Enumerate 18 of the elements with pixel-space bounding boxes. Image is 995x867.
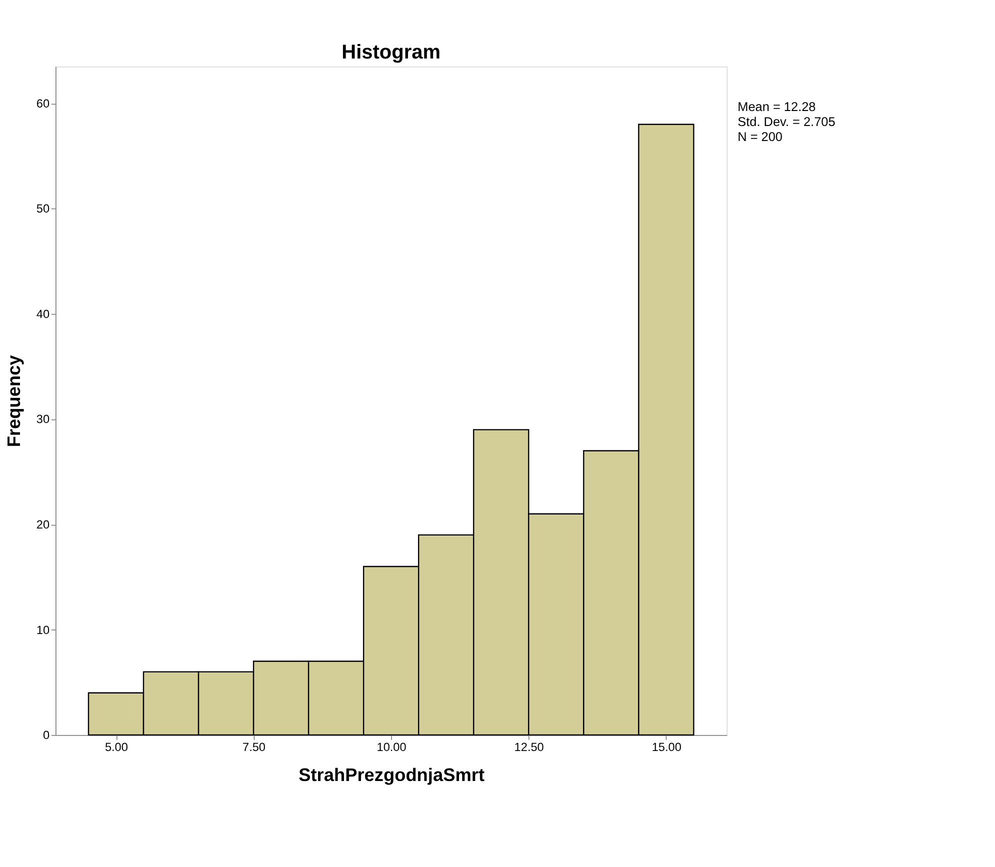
y-tick-label: 60 xyxy=(36,96,50,110)
x-tick-label: 10.00 xyxy=(376,740,407,754)
x-axis-title: StrahPrezgodnjaSmrt xyxy=(298,764,485,785)
text: Mean = 12.28 xyxy=(738,99,816,114)
y-tick-label: 50 xyxy=(36,202,50,216)
x-tick-label: 7.50 xyxy=(242,740,266,754)
x-tick-label: 12.50 xyxy=(514,740,544,754)
chart-title: Histogram xyxy=(342,41,441,64)
x-tick-label: 15.00 xyxy=(652,740,682,754)
text: Std. Dev. = 2.705 xyxy=(738,114,836,130)
y-tick-label: 30 xyxy=(36,412,50,426)
y-tick-label: 40 xyxy=(36,306,50,321)
y-tick-label: 0 xyxy=(42,728,50,742)
y-tick-label: 20 xyxy=(36,518,50,532)
y-axis-title: Frequency xyxy=(4,354,24,448)
text: N = 200 xyxy=(738,129,783,144)
x-tick-label: 5.00 xyxy=(104,740,128,754)
y-tick-label: 10 xyxy=(36,622,50,637)
